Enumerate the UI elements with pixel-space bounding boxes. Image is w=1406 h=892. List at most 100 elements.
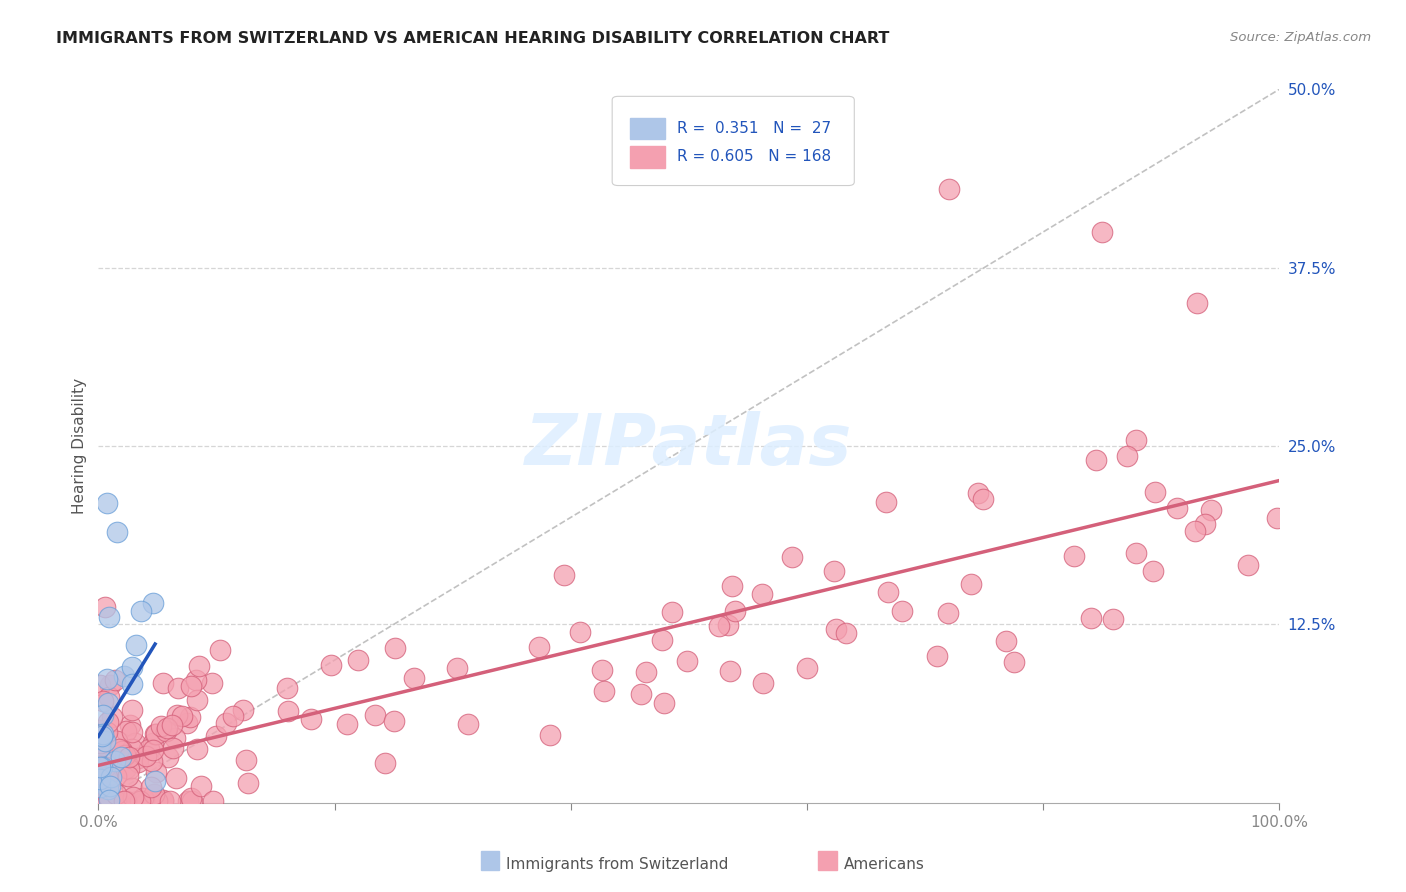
Point [132, 794, 155, 808]
Point [165, 771, 187, 785]
Point [97, 714, 120, 729]
Point [457, 717, 479, 731]
Point [89, 766, 111, 780]
Point [121, 702, 143, 716]
Point [98, 610, 121, 624]
Point [94, 733, 117, 747]
Point [236, 776, 259, 790]
Point [188, 658, 211, 673]
Point [162, 741, 184, 756]
Point [1080, 611, 1102, 625]
Point [90, 794, 112, 808]
Point [89, 780, 111, 794]
Point [91, 729, 114, 743]
Point [446, 661, 468, 675]
Point [89, 770, 111, 784]
Point [142, 736, 165, 750]
Point [277, 704, 299, 718]
Point [634, 665, 657, 680]
Point [404, 672, 426, 686]
Point [177, 794, 200, 808]
Text: Americans: Americans [844, 857, 925, 871]
Point [127, 794, 149, 808]
Point [89, 772, 111, 786]
Point [936, 606, 959, 620]
Point [118, 749, 141, 764]
Point [1194, 516, 1216, 531]
Point [150, 719, 173, 733]
Point [1166, 500, 1188, 515]
Point [97, 789, 120, 803]
Point [96, 786, 118, 800]
FancyBboxPatch shape [630, 118, 665, 139]
Point [1125, 546, 1147, 560]
Point [105, 769, 128, 783]
Point [90, 759, 112, 773]
Point [384, 640, 406, 655]
Point [145, 765, 167, 780]
Point [201, 676, 224, 690]
Point [181, 794, 204, 808]
Point [1101, 612, 1123, 626]
Point [190, 779, 212, 793]
Point [94, 760, 117, 774]
Point [222, 709, 245, 723]
Point [972, 492, 994, 507]
Point [142, 743, 165, 757]
Point [103, 754, 125, 768]
Point [107, 794, 129, 808]
FancyBboxPatch shape [630, 146, 665, 168]
Point [125, 638, 148, 652]
Point [707, 619, 730, 633]
Point [1002, 655, 1025, 669]
Point [121, 724, 143, 739]
Point [114, 747, 136, 762]
Point [336, 717, 359, 731]
Point [105, 787, 128, 801]
Point [1142, 565, 1164, 579]
Point [90, 738, 112, 752]
Point [110, 743, 132, 757]
Point [91, 727, 114, 741]
Point [717, 617, 740, 632]
Point [591, 663, 613, 677]
Point [966, 485, 988, 500]
Point [143, 774, 166, 789]
Text: ZIPatlas: ZIPatlas [526, 411, 852, 481]
Point [538, 728, 561, 742]
Point [100, 770, 122, 784]
Point [180, 679, 202, 693]
Point [98, 791, 121, 805]
Point [319, 657, 342, 672]
Point [104, 673, 127, 687]
Point [91, 708, 114, 723]
Point [1084, 452, 1107, 467]
Point [823, 564, 845, 578]
Point [382, 714, 405, 729]
Point [93, 759, 115, 773]
Point [112, 669, 135, 683]
Point [98, 779, 121, 793]
Text: Immigrants from Switzerland: Immigrants from Switzerland [506, 857, 728, 871]
Point [780, 550, 803, 565]
Point [299, 712, 322, 726]
Point [159, 794, 181, 808]
Point [630, 686, 652, 700]
Point [115, 794, 138, 808]
Point [1265, 511, 1288, 525]
Point [751, 587, 773, 601]
Point [96, 496, 118, 510]
Point [927, 649, 949, 664]
Point [89, 740, 111, 755]
Point [121, 789, 143, 804]
Text: R = 0.605   N = 168: R = 0.605 N = 168 [678, 150, 831, 164]
Point [959, 576, 981, 591]
Point [97, 767, 120, 781]
Point [938, 182, 960, 196]
Point [101, 710, 124, 724]
Point [1144, 484, 1167, 499]
Point [89, 751, 111, 765]
Point [89, 723, 111, 738]
Point [170, 708, 193, 723]
Point [875, 495, 897, 509]
